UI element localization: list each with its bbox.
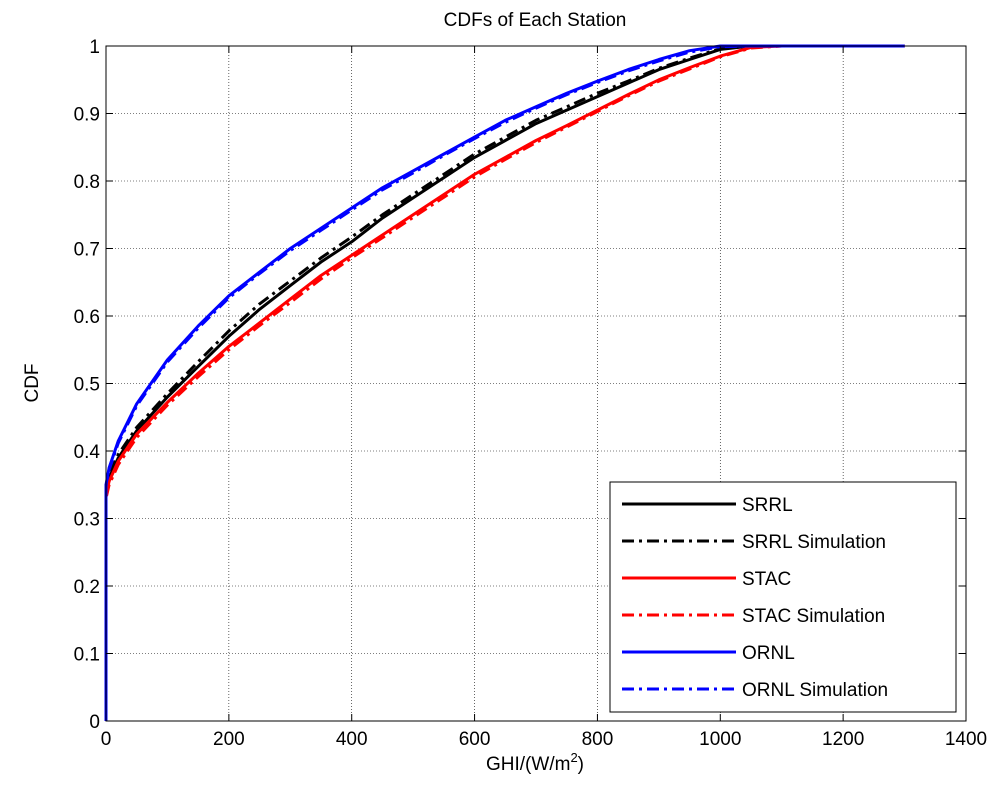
- y-tick-label: 1: [89, 37, 100, 58]
- axis-ticks: [105, 45, 967, 722]
- series-line-srrl: [104, 44, 905, 721]
- y-tick-label: 0.6: [74, 307, 100, 328]
- y-axis-label: CDF: [22, 363, 43, 402]
- y-tick-label: 0.5: [74, 375, 100, 396]
- series-line-srrl-simulation: [104, 44, 905, 721]
- legend-entries: SRRL SRRL Simulation STAC STAC Simulation OR…: [622, 495, 888, 701]
- y-tick-label: 0: [89, 712, 100, 733]
- legend-label-stac: STAC: [742, 569, 791, 590]
- y-tick-label: 0.4: [74, 442, 101, 463]
- y-tick-label: 0.7: [74, 240, 100, 261]
- x-tick-label: 800: [582, 729, 614, 750]
- legend-label-stac-simulation: STAC Simulation: [742, 606, 885, 627]
- x-tick-label: 400: [336, 729, 368, 750]
- y-tick-labels: 0 0.1 0.2 0.3 0.4 0.5 0.6 0.7 0.8 0.9 1: [74, 37, 101, 733]
- x-axis-label: GHI/(W/m2): [486, 750, 584, 775]
- grid-lines: [106, 46, 966, 721]
- y-tick-label: 0.1: [74, 645, 100, 666]
- x-tick-label: 1400: [945, 729, 987, 750]
- x-tick-labels: 0 200 400 600 800 1000 1200 1400: [101, 729, 987, 750]
- legend-label-srrl: SRRL: [742, 495, 793, 516]
- y-tick-label: 0.8: [74, 172, 100, 193]
- legend-label-srrl-simulation: SRRL Simulation: [742, 532, 886, 553]
- legend-label-ornl-simulation: ORNL Simulation: [742, 680, 888, 701]
- series-line-ornl-simulation: [104, 44, 905, 721]
- legend-box: [609, 481, 957, 713]
- legend-label-ornl: ORNL: [742, 643, 795, 664]
- x-axis-label-superscript: 2: [570, 750, 577, 765]
- x-tick-label: 200: [213, 729, 245, 750]
- y-tick-label: 0.2: [74, 577, 100, 598]
- x-tick-label: 600: [459, 729, 491, 750]
- series-group: [104, 44, 905, 721]
- x-tick-label: 1200: [822, 729, 864, 750]
- y-tick-label: 0.3: [74, 510, 100, 531]
- x-axis-label-close: ): [578, 754, 584, 775]
- x-tick-label: 0: [101, 729, 112, 750]
- legend: SRRL SRRL Simulation STAC STAC Simulation OR…: [609, 481, 957, 713]
- series-line-stac-simulation: [104, 44, 905, 721]
- x-axis-label-text: GHI/(W/m: [486, 754, 570, 775]
- y-tick-label: 0.9: [74, 105, 100, 126]
- chart-title: CDFs of Each Station: [444, 10, 627, 31]
- x-tick-label: 1000: [699, 729, 741, 750]
